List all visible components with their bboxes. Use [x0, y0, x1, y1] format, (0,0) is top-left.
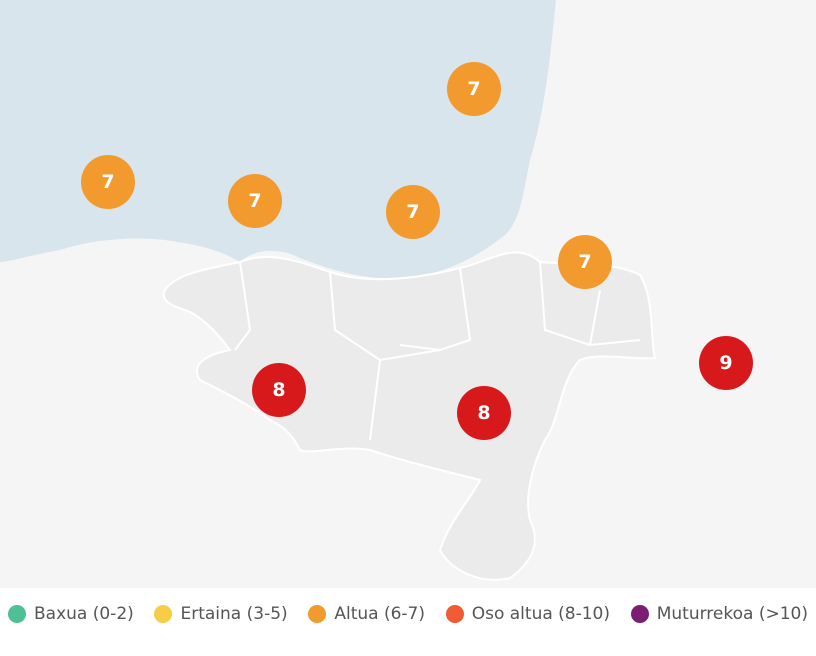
- legend-swatch: [154, 605, 173, 623]
- marker-label: 8: [272, 379, 285, 401]
- legend-item: Muturrekoa (>10): [630, 604, 808, 624]
- legend-label: Muturrekoa (>10): [656, 604, 808, 624]
- markers: 7 7 7 7 7 8 8 9: [81, 62, 753, 440]
- marker[interactable]: [447, 62, 501, 116]
- region: [162, 251, 657, 581]
- sea: [0, 0, 556, 279]
- marker[interactable]: [457, 386, 511, 440]
- marker[interactable]: [386, 185, 440, 239]
- marker-label: 7: [248, 190, 261, 212]
- marker[interactable]: [252, 363, 306, 417]
- marker[interactable]: [81, 155, 135, 209]
- legend-item: Ertaina (3-5): [154, 604, 288, 624]
- legend-label: Altua (6-7): [334, 604, 426, 624]
- legend: Baxua (0-2) Ertaina (3-5) Altua (6-7) Oso a…: [0, 596, 816, 632]
- legend-item: Baxua (0-2): [8, 604, 134, 624]
- legend-label: Oso altua (8-10): [471, 604, 611, 624]
- marker[interactable]: [558, 235, 612, 289]
- legend-label: Ertaina (3-5): [180, 604, 288, 624]
- marker-label: 7: [578, 251, 591, 273]
- legend-label: Baxua (0-2): [34, 604, 134, 624]
- map: 7 7 7 7 7 8 8 9: [0, 0, 753, 581]
- legend-swatch: [8, 605, 26, 623]
- marker-label: 8: [477, 402, 490, 424]
- marker-label: 7: [467, 78, 480, 100]
- marker[interactable]: [699, 336, 753, 390]
- legend-item: Oso altua (8-10): [445, 604, 611, 624]
- legend-swatch: [308, 605, 327, 623]
- borders: [234, 261, 641, 441]
- marker-label: 7: [101, 171, 114, 193]
- marker-label: 7: [406, 201, 419, 223]
- legend-swatch: [630, 605, 649, 623]
- marker-label: 9: [719, 352, 732, 374]
- legend-swatch: [445, 605, 464, 623]
- legend-item: Altua (6-7): [308, 604, 425, 624]
- marker[interactable]: [228, 174, 282, 228]
